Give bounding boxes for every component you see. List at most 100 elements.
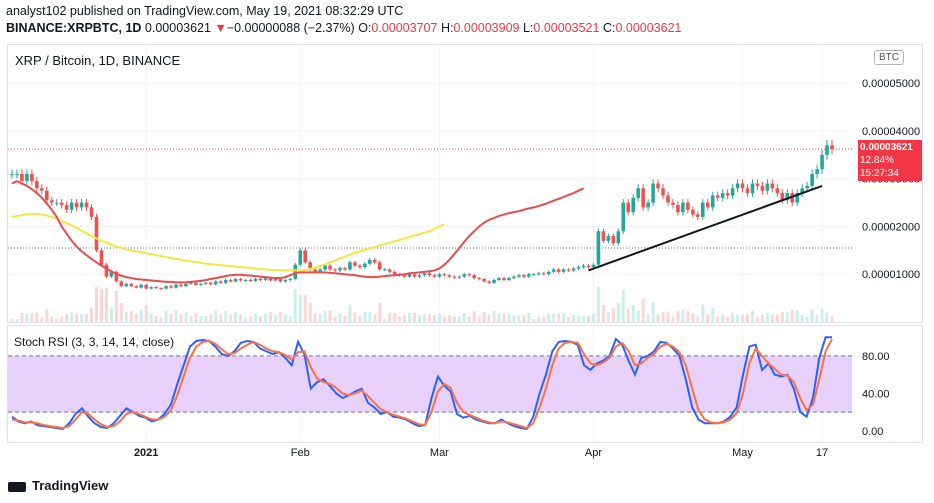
volume-bar <box>15 319 19 322</box>
symbol-label[interactable]: BINANCE:XRPBTC, 1D <box>6 21 142 35</box>
volume-bar <box>487 314 491 322</box>
candle <box>328 265 332 270</box>
candle <box>631 197 636 213</box>
candle <box>820 154 824 170</box>
volume-bar <box>333 316 337 322</box>
candle <box>646 202 650 208</box>
volume-bar <box>696 316 700 322</box>
candle <box>348 262 352 270</box>
candle <box>546 271 551 275</box>
candle <box>15 173 19 175</box>
candle <box>800 188 804 194</box>
stoch-d-line <box>11 338 833 430</box>
volume-bar <box>557 313 561 322</box>
candle <box>338 268 342 271</box>
volume-bar <box>477 316 481 322</box>
candle <box>412 274 417 277</box>
price-tag-price: 0.00003621 <box>860 142 913 153</box>
candle <box>208 282 213 285</box>
candle <box>238 279 243 281</box>
stoch-rsi-panel[interactable] <box>7 325 923 443</box>
low-label: L: <box>522 21 534 35</box>
candle <box>700 202 705 217</box>
candle <box>189 282 193 284</box>
candle <box>705 202 710 208</box>
volume-bar <box>691 313 695 322</box>
volume-bar <box>249 316 253 322</box>
volume-bar <box>755 316 759 322</box>
volume-bar <box>363 312 367 322</box>
candle <box>258 279 263 281</box>
candle <box>417 275 422 277</box>
volume-bar <box>149 314 153 322</box>
volume-bar <box>254 313 258 322</box>
volume-bar <box>114 290 118 322</box>
candle <box>775 188 780 194</box>
volume-bar <box>731 312 735 322</box>
candle <box>174 284 178 288</box>
open-label: O: <box>358 21 372 35</box>
candle <box>472 275 476 279</box>
candle <box>363 263 367 268</box>
volume-bar <box>10 319 14 322</box>
volume-bar <box>666 311 670 322</box>
volume-bar <box>124 311 128 322</box>
candle <box>149 287 153 289</box>
candle <box>134 286 139 288</box>
price-chart-panel[interactable] <box>7 44 923 323</box>
volume-bar <box>626 308 630 322</box>
volume-bar <box>75 314 79 322</box>
volume-bar <box>164 311 168 322</box>
volume-bar <box>239 314 243 322</box>
candle <box>59 202 64 205</box>
candle <box>94 216 99 251</box>
price-tag-pct: 12.84% <box>860 155 894 166</box>
candle <box>104 264 109 277</box>
volume-bar <box>820 308 824 322</box>
volume-bar <box>313 313 317 322</box>
volume-bar <box>189 316 193 322</box>
volume-bar <box>547 313 551 322</box>
candle <box>730 188 735 196</box>
volume-bar <box>671 316 675 322</box>
volume-bar <box>815 315 819 322</box>
volume-bar <box>726 316 730 322</box>
candle <box>487 281 491 283</box>
rsi-axis-label: 0.00 <box>862 426 883 438</box>
currency-badge[interactable]: BTC <box>874 50 904 65</box>
candle <box>830 145 834 150</box>
candle <box>601 231 606 241</box>
candle <box>497 278 501 280</box>
volume-bar <box>422 314 426 322</box>
volume-bar <box>55 319 59 322</box>
candle <box>233 279 238 282</box>
candle <box>333 269 337 271</box>
candle <box>124 283 129 287</box>
volume-bar <box>770 314 774 322</box>
candle <box>517 275 521 277</box>
rsi-axis-label: 80.00 <box>862 351 890 363</box>
volume-bar <box>681 309 685 322</box>
volume-bar <box>447 315 451 322</box>
volume-bar <box>65 313 69 322</box>
trend-line <box>588 184 823 272</box>
candle <box>35 181 39 189</box>
candle <box>243 279 248 281</box>
candle <box>382 269 387 271</box>
candle <box>477 278 481 280</box>
candle <box>422 273 427 276</box>
volume-bar <box>765 312 769 322</box>
candle <box>368 259 372 264</box>
candle <box>810 173 814 186</box>
candle <box>551 269 556 272</box>
candle <box>651 183 655 203</box>
volume-bar <box>432 315 436 322</box>
candle <box>40 188 44 191</box>
candle <box>308 262 312 270</box>
tradingview-logo[interactable]: TradingView <box>8 478 108 493</box>
volume-bar <box>527 313 531 322</box>
volume-bar <box>263 313 267 322</box>
candle <box>715 195 720 198</box>
time-axis-label: Apr <box>585 447 602 459</box>
